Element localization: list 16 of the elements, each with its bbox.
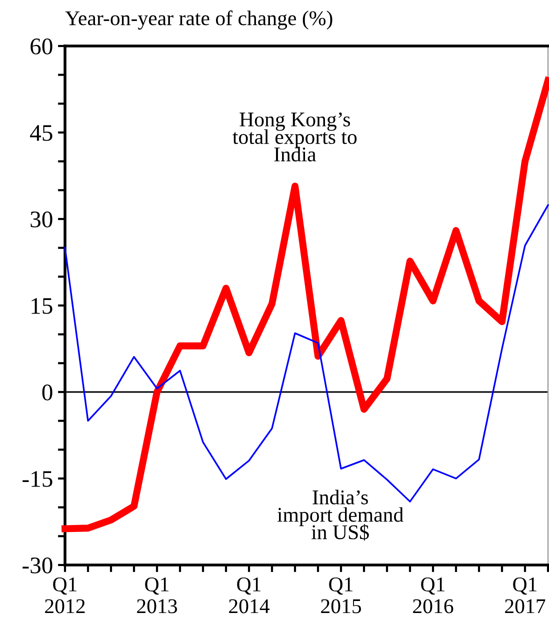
x-tick-label: Q1 2017	[505, 577, 546, 614]
x-tick-label: Q1 2015	[321, 577, 362, 614]
x-tick-label: Q1 2016	[413, 577, 454, 614]
y-tick-label: -30	[22, 557, 52, 574]
y-tick-label: 0	[42, 384, 52, 400]
x-tick-label: Q1 2014	[229, 577, 270, 614]
x-tick-label: Q1 2012	[45, 577, 85, 614]
y-tick-label: 45	[30, 125, 52, 141]
y-tick-label: 30	[30, 211, 52, 228]
y-axis-title: Year-on-year rate of change (%)	[65, 10, 332, 30]
series-label: India’s import demand in US$	[277, 490, 404, 541]
x-tick-label: Q1 2013	[137, 577, 178, 614]
y-tick-label: 60	[30, 38, 52, 54]
y-tick-label: 15	[32, 298, 52, 314]
text: Hong Kong’s total exports to India	[232, 112, 357, 162]
y-tick-label: -15	[22, 471, 52, 487]
